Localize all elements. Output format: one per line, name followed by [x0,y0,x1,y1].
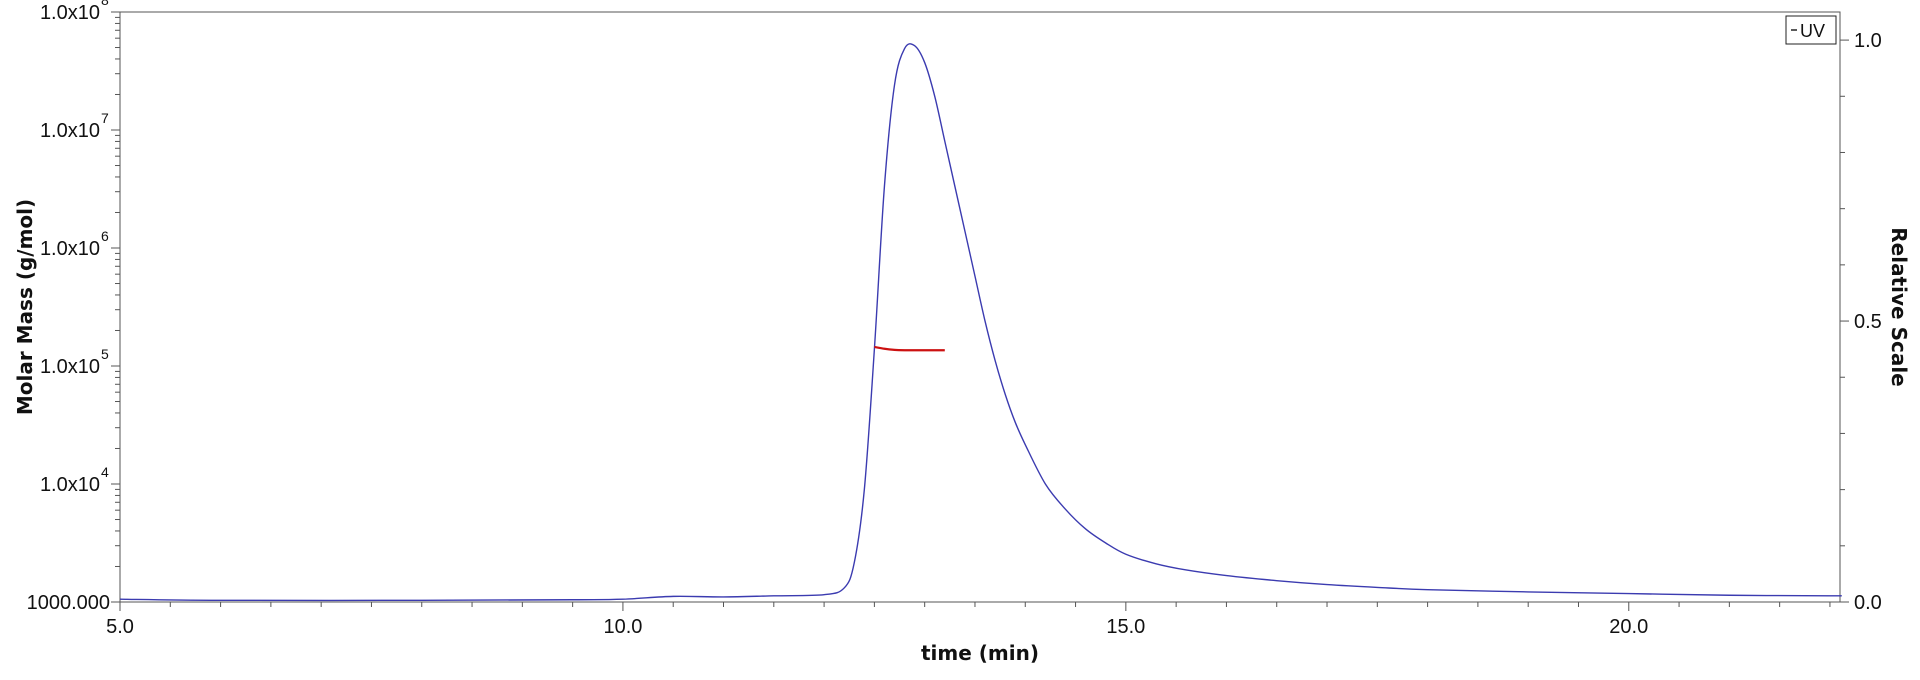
y-left-tick-exponent: 8 [101,0,109,8]
x-tick-label: 15.0 [1106,616,1145,638]
x-tick-label: 5.0 [106,616,134,638]
y-left-tick-exponent: 6 [101,228,109,244]
axis-ticks [111,11,1849,611]
series-layer [119,43,1842,602]
x-axis-title: time (min) [921,641,1039,665]
y-left-tick-label: 1.0x10 [40,238,100,260]
y-left-tick-label: 1.0x10 [40,120,100,142]
y-left-tick-label: 1.0x10 [40,356,100,378]
y-left-tick-exponent: 4 [101,464,109,480]
y-left-tick-exponent: 7 [101,110,109,126]
y-right-axis-title: Relative Scale [1887,227,1911,386]
y-right-tick-label: 0.5 [1854,311,1882,333]
uv-series-line [119,43,1842,602]
y-right-tick-label: 1.0 [1854,30,1882,52]
legend: UV [1785,15,1837,45]
x-tick-labels: 5.0 10.0 15.0 20.0 [106,616,1648,638]
y-left-tick-labels: 1000.0001.0x1041.0x1051.0x1061.0x1071.0x… [27,0,110,614]
legend-label: UV [1800,21,1825,41]
molar-mass-series-line [874,345,945,352]
plot-frame [119,11,1841,603]
y-left-tick-label: 1.0x10 [40,474,100,496]
y-left-tick-label: 1.0x10 [40,2,100,24]
y-right-tick-label: 0.0 [1854,592,1882,614]
x-tick-label: 20.0 [1609,616,1648,638]
y-left-tick-label: 1000.000 [27,592,110,614]
y-left-axis-title: Molar Mass (g/mol) [13,199,37,415]
y-left-tick-exponent: 5 [101,346,109,362]
x-tick-label: 10.0 [603,616,642,638]
y-right-tick-labels: 0.0 0.5 1.0 [1854,30,1882,614]
